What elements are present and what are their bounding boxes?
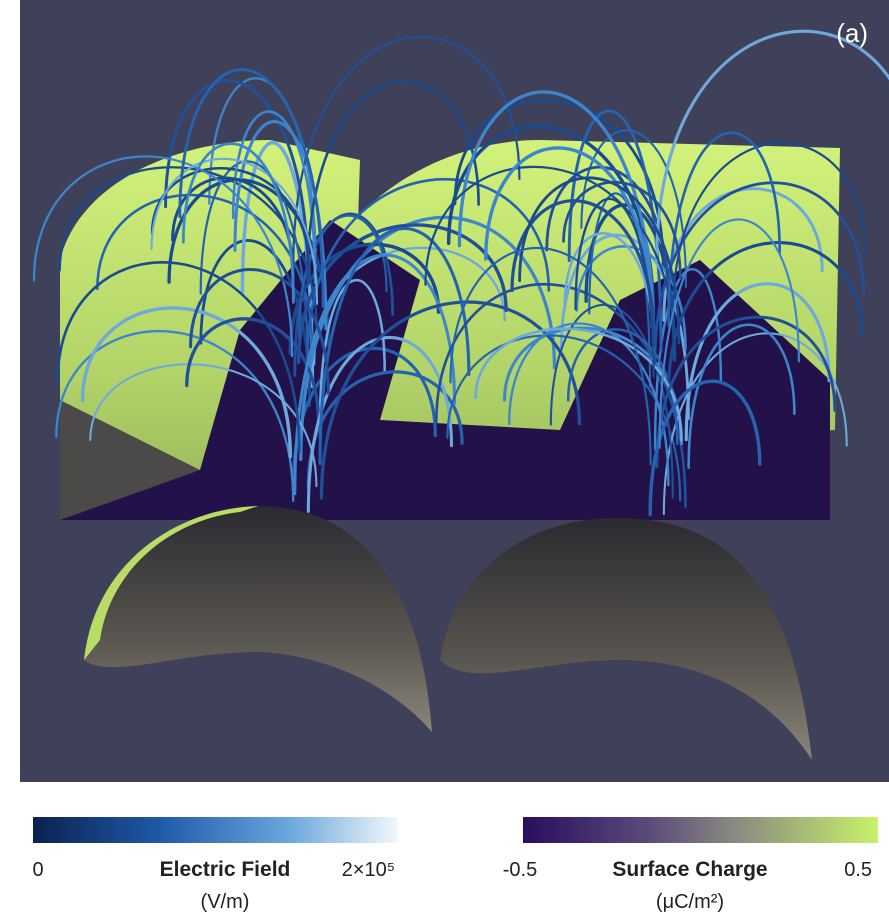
colorbar-unit: (V/m): [201, 891, 250, 913]
colorbar-min-label: -0.5: [503, 859, 537, 881]
figure: (a) 0 Electric Field 2×10⁵ (V/m) -0.5 Su…: [0, 0, 889, 918]
colorbar-max-label: 0.5: [844, 859, 872, 881]
colorbar-unit: (μC/m²): [656, 891, 724, 913]
colorbar-title: Surface Charge: [612, 858, 767, 881]
colorbar-min-label: 0: [32, 859, 43, 881]
colorbar-max-label: 2×10⁵: [342, 859, 395, 881]
colorbar-surface-charge: [523, 817, 878, 843]
panel-label: (a): [836, 18, 868, 48]
colorbar-title: Electric Field: [160, 858, 291, 881]
colorbar-electric-field: [33, 817, 398, 843]
